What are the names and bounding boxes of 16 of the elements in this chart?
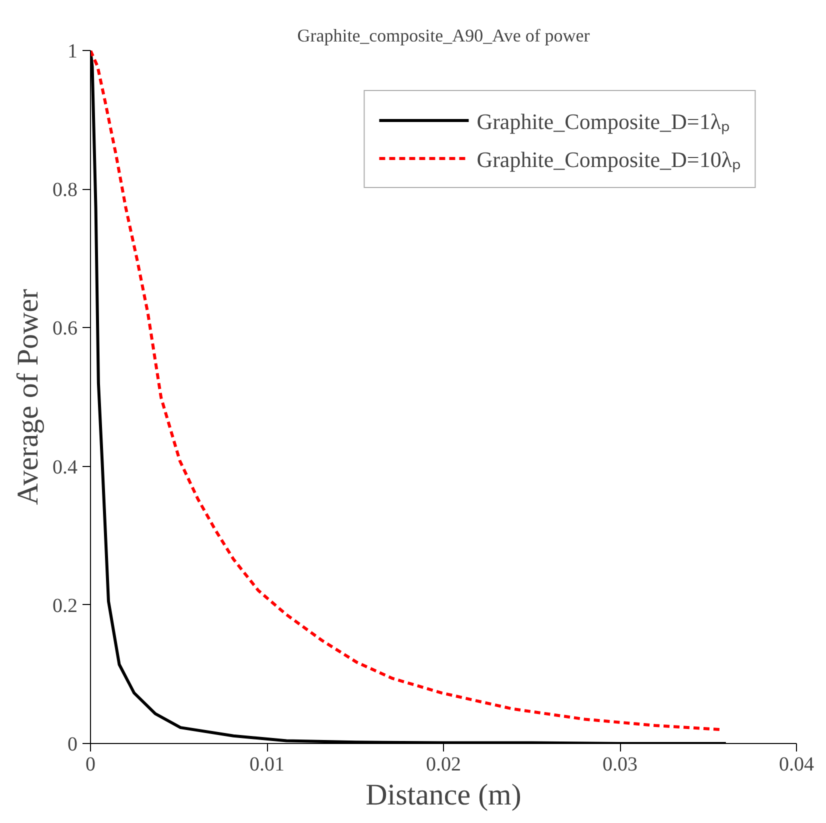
x-tick-label: 0.02 <box>426 754 461 776</box>
legend-label: Graphite_Composite_D=1λₚ <box>476 108 730 135</box>
x-tick-label: 0.01 <box>250 754 284 776</box>
y-axis-title: Average of Power <box>12 288 44 506</box>
y-tick-label: 0.8 <box>52 179 78 202</box>
x-tick-label: 0 <box>86 754 96 776</box>
y-tick-label: 0 <box>68 734 78 756</box>
y-tick-label: 0.4 <box>52 456 78 478</box>
x-axis-title: Distance (m) <box>366 778 522 812</box>
y-tick-label: 0.2 <box>52 594 78 617</box>
legend-label: Graphite_Composite_D=10λₚ <box>476 146 741 173</box>
y-tick-label: 1 <box>68 40 78 62</box>
y-tick-label: 0.6 <box>52 318 78 340</box>
x-tick-label: 0.03 <box>602 754 638 776</box>
chart-title: Graphite_composite_A90_Ave of power <box>297 26 590 46</box>
x-tick-label: 0.04 <box>779 754 814 776</box>
